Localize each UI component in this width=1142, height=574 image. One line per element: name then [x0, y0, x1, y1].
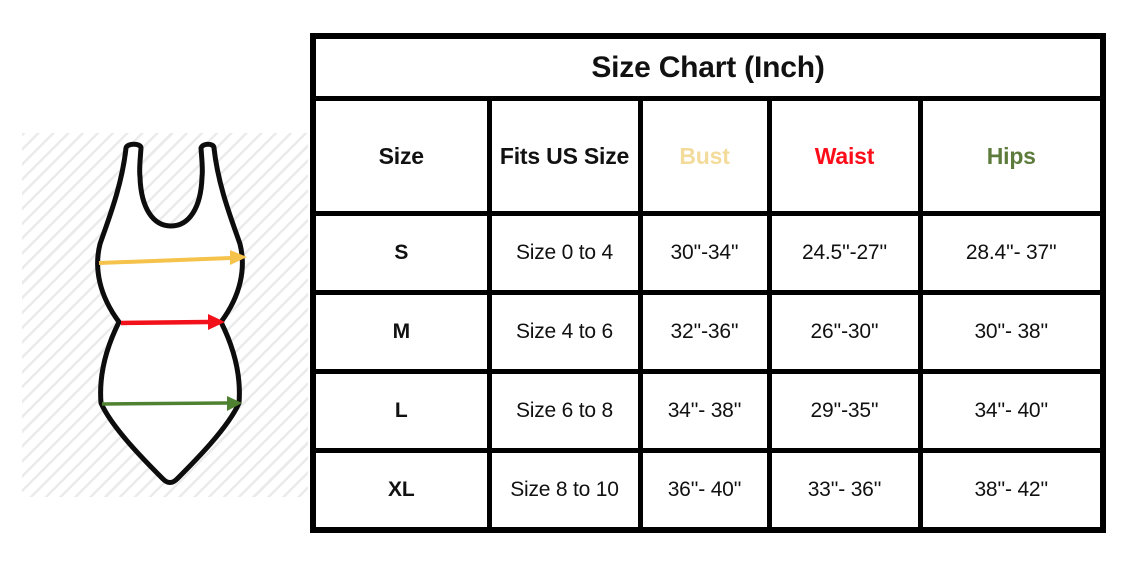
size-chart-title: Size Chart (Inch): [310, 33, 1106, 101]
column-header-hips: Hips: [917, 96, 1106, 216]
cell-size: XL: [310, 448, 492, 533]
bust-arrow-icon: [98, 250, 247, 265]
cell-bust: 34''- 38'': [637, 369, 772, 453]
header-row: Size Fits US Size Bust Waist Hips: [310, 96, 1106, 216]
size-chart-table: Size Chart (Inch) Size Fits US Size Bust…: [310, 33, 1106, 533]
table-row-l: L Size 6 to 8 34''- 38'' 29''-35'' 34''-…: [310, 369, 1106, 453]
cell-bust: 30''-34'': [637, 211, 772, 295]
cell-us-size: Size 0 to 4: [486, 211, 643, 295]
cell-bust: 36''- 40'': [637, 448, 772, 533]
cell-us-size: Size 8 to 10: [486, 448, 643, 533]
cell-size: L: [310, 369, 492, 453]
column-header-size: Size: [310, 96, 492, 216]
cell-size: S: [310, 211, 492, 295]
cell-us-size: Size 6 to 8: [486, 369, 643, 453]
swimsuit-outline-icon: [95, 141, 245, 485]
table-row-xl: XL Size 8 to 10 36''- 40'' 33''- 36'' 38…: [310, 448, 1106, 533]
cell-waist: 24.5''-27'': [766, 211, 923, 295]
cell-size: M: [310, 290, 492, 374]
table-row-m: M Size 4 to 6 32''-36'' 26''-30'' 30''- …: [310, 290, 1106, 374]
cell-hips: 28.4''- 37'': [917, 211, 1106, 295]
column-header-waist: Waist: [766, 96, 923, 216]
cell-waist: 26''-30'': [766, 290, 923, 374]
cell-bust: 32''-36'': [637, 290, 772, 374]
cell-hips: 30''- 38'': [917, 290, 1106, 374]
cell-hips: 38''- 42'': [917, 448, 1106, 533]
hips-arrow-icon: [101, 396, 242, 411]
table-row-s: S Size 0 to 4 30''-34'' 24.5''-27'' 28.4…: [310, 211, 1106, 295]
cell-waist: 33''- 36'': [766, 448, 923, 533]
waist-arrow-icon: [120, 314, 225, 330]
cell-us-size: Size 4 to 6: [486, 290, 643, 374]
column-header-bust: Bust: [637, 96, 772, 216]
cell-waist: 29''-35'': [766, 369, 923, 453]
column-header-fits-us-size: Fits US Size: [486, 96, 643, 216]
cell-hips: 34''- 40'': [917, 369, 1106, 453]
